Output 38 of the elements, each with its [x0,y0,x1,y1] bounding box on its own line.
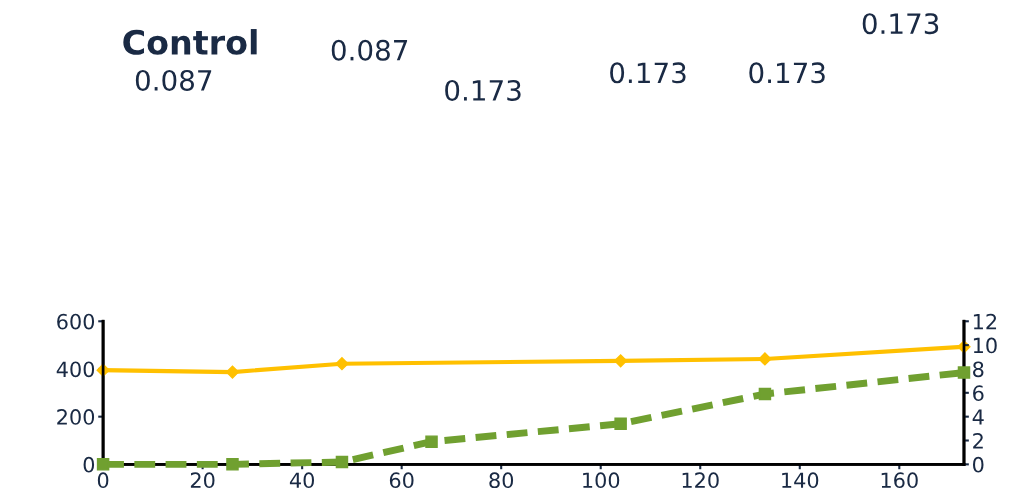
y2-tick-label: 2 [973,432,983,449]
point [614,354,628,368]
y2-tick-label: 10 [973,337,997,354]
y2-tick-label: 6 [973,385,984,402]
point [225,365,240,379]
x-tick-label: 0 [97,472,109,489]
point [758,387,772,401]
x-tick-label: 60 [389,472,414,489]
text: 0.087 [331,39,408,61]
x-tick-label: 140 [782,472,819,489]
x-tick-label: 120 [682,472,719,489]
y2-tick-label: 8 [973,361,984,378]
x-tick-label: 100 [583,472,620,489]
y-tick-label: 400 [56,361,95,378]
chart-title: Control [123,29,257,55]
text: 0.087 [135,69,212,91]
point [425,435,438,448]
y-tick-label: 0 [83,456,95,473]
text: 0.173 [862,13,939,35]
y-tick-label: 600 [57,313,95,330]
y-tick-label: 200 [57,409,95,425]
point [335,357,349,371]
text: 0.173 [749,62,825,84]
y2-tick-label: 4 [972,409,984,425]
point [614,417,627,431]
point [758,352,772,366]
point [226,458,239,471]
point [957,366,971,379]
x-tick-label: 160 [881,472,918,489]
x-tick-label: 20 [190,472,215,489]
y2-tick-label: 0 [973,456,984,473]
point [96,458,110,471]
point [335,455,349,469]
x-tick-label: 40 [289,472,315,489]
text: 0.173 [445,79,521,101]
x-tick-label: 80 [489,472,514,489]
y2-tick-label: 12 [973,313,997,330]
text: 0.173 [610,62,686,84]
